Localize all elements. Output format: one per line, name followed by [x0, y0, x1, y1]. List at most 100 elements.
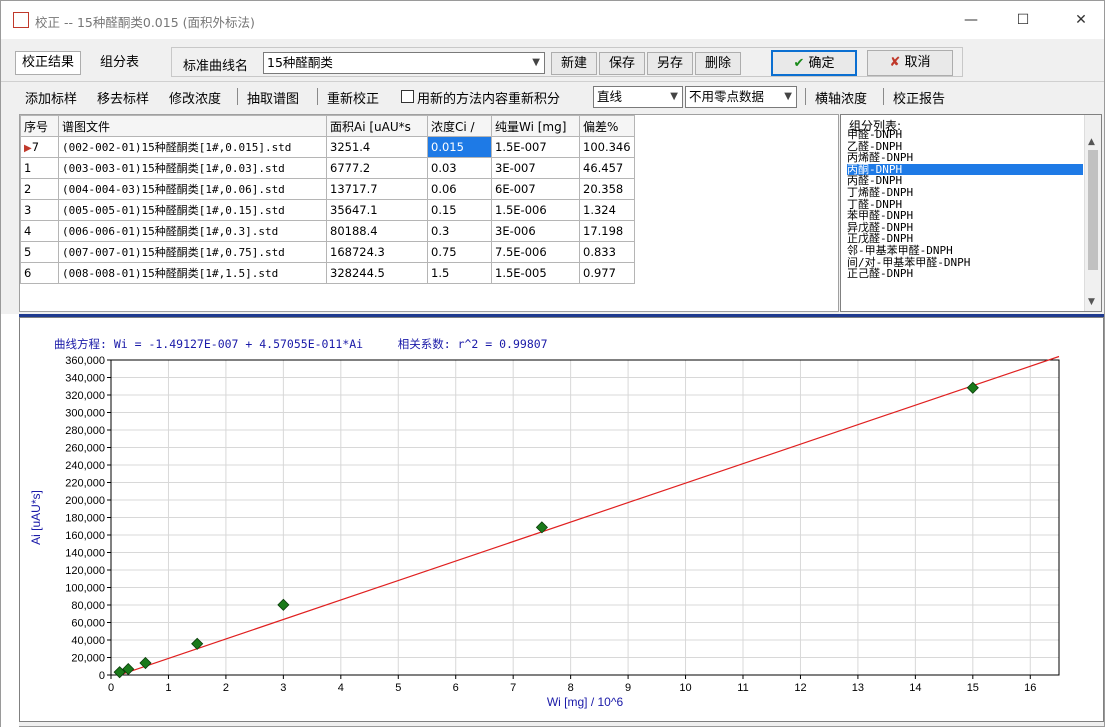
close-button[interactable]: ✕	[1075, 12, 1087, 28]
header-no[interactable]: 序号	[20, 115, 59, 137]
component-list-panel[interactable]: 组分列表: 甲醛-DNPH 乙醛-DNPH 丙烯醛-DNPH 丙酮-DNPH 丙…	[840, 114, 1102, 312]
row-number: 3	[20, 199, 59, 221]
list-item[interactable]: 正戊醛-DNPH	[847, 232, 914, 246]
fit-type-value: 直线	[597, 89, 623, 104]
table-row[interactable]: 6 (008-008-01)15种醛酮类[1#,1.5].std 328244.…	[20, 262, 635, 284]
header-file[interactable]: 谱图文件	[58, 115, 327, 137]
dev-cell: 1.324	[579, 199, 635, 221]
wi-cell: 3E-006	[491, 220, 580, 242]
row-number: 5	[20, 241, 59, 263]
area-cell: 13717.7	[326, 178, 428, 200]
new-button[interactable]: 新建	[551, 52, 597, 75]
list-item[interactable]: 丁醛-DNPH	[847, 197, 903, 211]
conc-cell[interactable]: 0.06	[427, 178, 492, 200]
area-cell: 3251.4	[326, 136, 428, 158]
conc-cell[interactable]: 0.15	[427, 199, 492, 221]
list-item[interactable]: 丙醛-DNPH	[847, 174, 903, 188]
add-standard-button[interactable]: 添加标样	[25, 92, 78, 107]
conc-cell[interactable]: 1.5	[427, 262, 492, 284]
list-item[interactable]: 异戊醛-DNPH	[847, 220, 914, 234]
curve-equation: 曲线方程: Wi = -1.49127E-007 + 4.57055E-011*…	[54, 336, 548, 352]
x-tick-label: 3	[280, 682, 286, 694]
list-item[interactable]: 邻-甲基苯甲醛-DNPH	[847, 243, 953, 257]
y-tick-label: 340,000	[65, 373, 105, 385]
dev-cell: 100.346	[579, 136, 635, 158]
save-as-button[interactable]: 另存	[647, 52, 693, 75]
wi-cell: 1.5E-005	[491, 262, 580, 284]
y-tick-label: 220,000	[65, 478, 105, 490]
header-area[interactable]: 面积Ai [uAU*s	[326, 115, 428, 137]
table-header-row: 序号 谱图文件 面积Ai [uAU*s 浓度Ci / 纯量Wi [mg] 偏差%	[20, 115, 635, 137]
scrollbar-thumb[interactable]	[1088, 150, 1098, 270]
dev-cell: 20.358	[579, 178, 635, 200]
conc-cell[interactable]: 0.75	[427, 241, 492, 263]
conc-cell[interactable]: 0.015	[427, 136, 492, 158]
table-row[interactable]: 2 (004-004-03)15种醛酮类[1#,0.06].std 13717.…	[20, 178, 635, 200]
tab-component-table[interactable]: 组分表	[93, 51, 147, 75]
area-cell: 80188.4	[326, 220, 428, 242]
remove-standard-button[interactable]: 移去标样	[97, 92, 150, 107]
x-tick-label: 13	[852, 682, 864, 694]
recalibrate-button[interactable]: 重新校正	[327, 92, 380, 107]
reintegrate-checkbox[interactable]	[401, 90, 414, 103]
file-cell: (008-008-01)15种醛酮类[1#,1.5].std	[58, 262, 327, 284]
left-edge-strip	[1, 314, 19, 728]
list-item[interactable]: 苯甲醛-DNPH	[847, 209, 914, 223]
header-wi[interactable]: 纯量Wi [mg]	[491, 115, 580, 137]
standards-table[interactable]: 序号 谱图文件 面积Ai [uAU*s 浓度Ci / 纯量Wi [mg] 偏差%…	[19, 114, 839, 312]
data-point	[139, 656, 152, 670]
curve-name-label: 标准曲线名	[183, 59, 249, 74]
maximize-button[interactable]: ☐	[1016, 12, 1030, 28]
fit-type-select[interactable]: 直线 ▼	[593, 86, 683, 108]
table-row[interactable]: 4 (006-006-01)15种醛酮类[1#,0.3].std 80188.4…	[20, 220, 635, 242]
toolbar-divider	[317, 88, 318, 105]
y-tick-label: 100,000	[65, 583, 105, 595]
list-item[interactable]: 丙烯醛-DNPH	[847, 151, 914, 165]
list-item-selected[interactable]: 丙酮-DNPH	[847, 164, 1083, 176]
x-tick-label: 10	[679, 682, 691, 694]
chevron-up-icon[interactable]: ▲	[1088, 137, 1095, 147]
y-tick-label: 360,000	[65, 355, 105, 367]
modify-concentration-button[interactable]: 修改浓度	[169, 92, 222, 107]
save-button[interactable]: 保存	[599, 52, 645, 75]
list-item[interactable]: 丁烯醛-DNPH	[847, 185, 914, 199]
header-dev[interactable]: 偏差%	[579, 115, 635, 137]
header-conc[interactable]: 浓度Ci /	[427, 115, 492, 137]
list-item[interactable]: 正己醛-DNPH	[847, 267, 914, 281]
horizontal-axis-conc-button[interactable]: 横轴浓度	[815, 92, 868, 107]
list-item[interactable]: 乙醛-DNPH	[847, 139, 903, 153]
curve-name-select[interactable]: 15种醛酮类 ▼	[263, 52, 545, 74]
conc-cell[interactable]: 0.3	[427, 220, 492, 242]
curve-groupbox	[171, 47, 963, 77]
data-point	[966, 381, 979, 394]
list-item[interactable]: 甲醛-DNPH	[847, 128, 903, 141]
delete-button[interactable]: 删除	[695, 52, 741, 75]
x-tick-label: 15	[967, 682, 979, 694]
table-row[interactable]: 5 (007-007-01)15种醛酮类[1#,0.75].std 168724…	[20, 241, 635, 263]
file-cell: (005-005-01)15种醛酮类[1#,0.15].std	[58, 199, 327, 221]
dev-cell: 0.833	[579, 241, 635, 263]
table-row[interactable]: ▶7 (002-002-01)15种醛酮类[1#,0.015].std 3251…	[20, 136, 635, 158]
file-cell: (003-003-01)15种醛酮类[1#,0.03].std	[58, 157, 327, 179]
tab-calibration-result[interactable]: 校正结果	[15, 51, 82, 75]
calibration-report-button[interactable]: 校正报告	[893, 92, 946, 107]
table-row[interactable]: 3 (005-005-01)15种醛酮类[1#,0.15].std 35647.…	[20, 199, 635, 221]
chevron-down-icon[interactable]: ▼	[1088, 297, 1095, 307]
table-row[interactable]: 1 (003-003-01)15种醛酮类[1#,0.03].std 6777.2…	[20, 157, 635, 179]
extract-chromatogram-button[interactable]: 抽取谱图	[247, 92, 300, 107]
zero-point-select[interactable]: 不用零点数据 ▼	[685, 86, 797, 108]
chevron-down-icon: ▼	[784, 91, 792, 102]
title-bar: 校正 -- 15种醛酮类0.015 (面积外标法) — ☐ ✕	[1, 1, 1104, 39]
dev-cell: 0.977	[579, 262, 635, 284]
x-tick-label: 8	[568, 682, 574, 694]
wi-cell: 3E-007	[491, 157, 580, 179]
confirm-button[interactable]: ✔ 确定	[771, 50, 857, 76]
conc-cell[interactable]: 0.03	[427, 157, 492, 179]
minimize-button[interactable]: —	[964, 12, 978, 28]
fit-line	[119, 355, 1060, 676]
cancel-button[interactable]: ✘ 取消	[867, 50, 953, 76]
component-list-scrollbar[interactable]: ▲ ▼	[1084, 115, 1101, 311]
wi-cell: 1.5E-006	[491, 199, 580, 221]
list-item[interactable]: 间/对-甲基苯甲醛-DNPH	[847, 255, 971, 269]
